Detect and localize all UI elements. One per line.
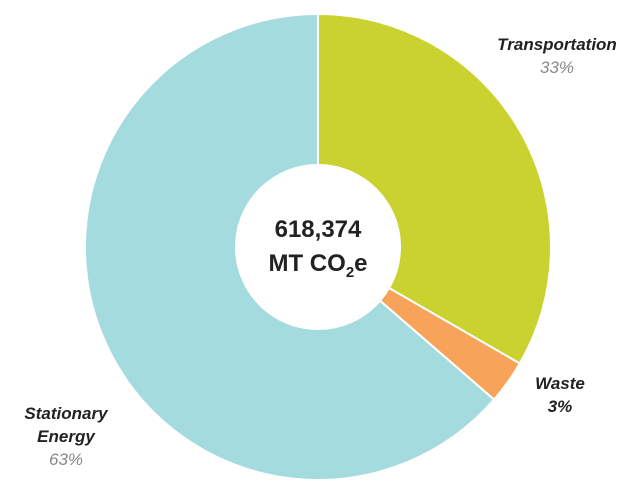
total: 618,374 [274, 216, 362, 243]
unit-subscript: 2 [345, 264, 355, 281]
unit-part: e [354, 250, 368, 277]
category-label: Waste [535, 374, 585, 393]
center-label: 618,374 MT CO2e [268, 213, 367, 281]
category-label: Stationary Energy [24, 404, 108, 446]
category-label: Transportation [497, 35, 617, 54]
slice [84, 12, 496, 481]
value-label: 63% [48, 450, 84, 469]
unit-part: MT CO [268, 250, 346, 277]
unit: MT CO2e [268, 247, 367, 281]
slice [317, 12, 552, 365]
value-label: 33% [539, 58, 575, 77]
slice-label: Waste 3% [520, 372, 600, 418]
slice-label: Transportation 33% [482, 33, 632, 79]
value-label: 3% [547, 397, 573, 416]
slice-label: Stationary Energy 63% [11, 402, 121, 471]
